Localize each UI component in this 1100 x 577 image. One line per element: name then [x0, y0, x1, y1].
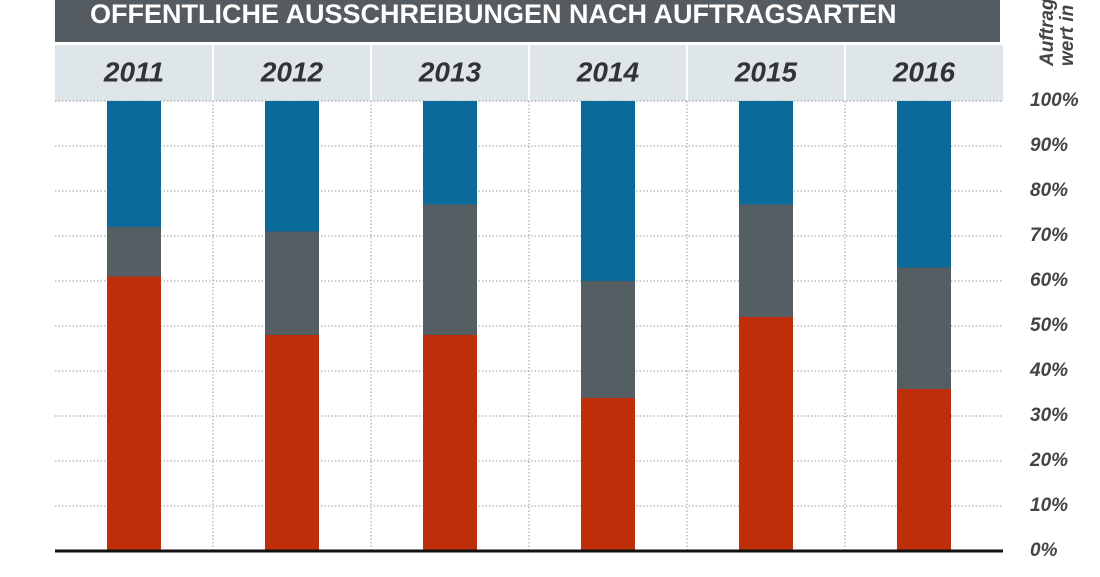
bar-segment	[739, 204, 793, 317]
bar-segment	[423, 335, 477, 551]
y-tick-label: 50%	[1030, 315, 1068, 336]
bar-segment	[739, 317, 793, 551]
bar-segment	[581, 398, 635, 551]
y-tick-label: 0%	[1030, 540, 1058, 561]
bar-segment	[581, 281, 635, 398]
x-category-label: 2011	[103, 56, 164, 87]
y-tick-label: 60%	[1030, 270, 1068, 291]
x-category-label: 2012	[260, 56, 324, 87]
y-tick-label: 70%	[1030, 225, 1068, 246]
x-category-label: 2013	[418, 56, 482, 87]
y-tick-label: 40%	[1029, 360, 1068, 381]
x-category-label: 2016	[892, 56, 956, 87]
y-axis-label: Auftrag	[1037, 0, 1058, 67]
y-tick-label: 20%	[1029, 450, 1068, 471]
y-tick-label: 30%	[1030, 405, 1068, 426]
bar-segment	[265, 231, 319, 335]
y-tick-label: 100%	[1030, 90, 1079, 111]
bar-segment	[265, 335, 319, 551]
bar-segment	[265, 101, 319, 232]
bar-segment	[581, 101, 635, 281]
chart-title: OFFENTLICHE AUSSCHREIBUNGEN NACH AUFTRAG…	[90, 0, 897, 29]
bar-segment	[897, 101, 951, 268]
bar-segment	[107, 227, 161, 277]
y-tick-label: 80%	[1030, 180, 1068, 201]
y-tick-label: 10%	[1030, 495, 1068, 516]
title-band	[55, 0, 1000, 42]
x-category-label: 2014	[576, 56, 640, 87]
x-category-label: 2015	[734, 56, 798, 87]
bar-segment	[423, 204, 477, 335]
y-axis-label: wert in	[1057, 5, 1078, 66]
bar-segment	[107, 276, 161, 551]
bar-segment	[897, 389, 951, 551]
y-tick-label: 90%	[1030, 135, 1068, 156]
bar-segment	[107, 101, 161, 227]
bar-segment	[897, 267, 951, 389]
bar-segment	[423, 101, 477, 205]
bar-segment	[739, 101, 793, 205]
